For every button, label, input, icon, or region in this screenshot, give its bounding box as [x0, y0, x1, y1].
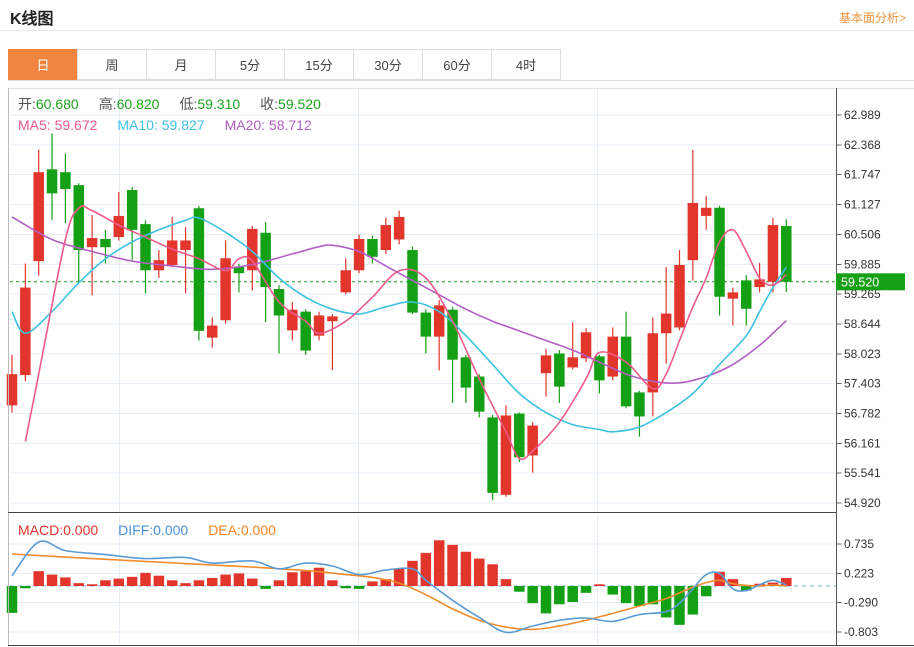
title-divider: [0, 30, 914, 31]
ma5-line: [24, 205, 787, 461]
ohlc-high: 高:60.820: [98, 96, 160, 112]
main-y-axis-labels: 62.989 62.368 61.747 61.127 60.506 59.885 59.2…: [836, 108, 881, 510]
svg-text:58.023: 58.023: [844, 347, 881, 361]
diff-legend-item: DIFF:0.000: [118, 522, 189, 538]
svg-text:59.265: 59.265: [844, 287, 881, 301]
grid-layer: [10, 89, 835, 645]
ma10-line: [11, 216, 787, 433]
ohlc-low: 低:59.310: [179, 96, 241, 112]
svg-text:60.506: 60.506: [844, 227, 881, 241]
svg-text:-0.803: -0.803: [844, 625, 878, 639]
tab-4时[interactable]: 4时: [491, 49, 561, 80]
svg-text:55.541: 55.541: [844, 466, 881, 480]
tab-5分[interactable]: 5分: [215, 49, 285, 80]
fundamental-analysis-link[interactable]: 基本面分析>: [838, 11, 906, 25]
ohlc-open: 开:60.680: [18, 96, 79, 112]
svg-text:54.920: 54.920: [844, 496, 881, 510]
svg-text:-0.290: -0.290: [844, 596, 878, 610]
svg-text:56.782: 56.782: [844, 406, 881, 420]
ohlc-legend: 开:60.680 高:60.820 低:59.310 收:59.520: [18, 94, 341, 114]
period-tab-bar: 日周月 5分 15分 30分 60分 4时: [8, 49, 561, 80]
svg-text:61.127: 61.127: [844, 198, 881, 212]
svg-text:0.735: 0.735: [844, 537, 874, 551]
macd-histogram: [6, 540, 792, 625]
svg-text:59.520: 59.520: [841, 275, 879, 289]
svg-text:59.885: 59.885: [844, 257, 881, 271]
ma10-legend-item: MA10: 59.827: [117, 117, 205, 133]
tab-bar-underline: [8, 80, 914, 81]
svg-text:58.644: 58.644: [844, 317, 881, 331]
candles-layer: [6, 133, 792, 501]
panel-borders: [8, 88, 914, 646]
ma20-legend-item: MA20: 58.712: [224, 117, 312, 133]
tab-60分[interactable]: 60分: [422, 49, 492, 80]
macd-legend: MACD:0.000 DIFF:0.000 DEA:0.000: [18, 522, 296, 538]
tab-周[interactable]: 周: [77, 49, 147, 80]
tab-月[interactable]: 月: [146, 49, 216, 80]
svg-text:62.989: 62.989: [844, 108, 881, 122]
ma-legend: MA5: 59.672 MA10: 59.827 MA20: 58.712: [18, 117, 332, 133]
tab-30分[interactable]: 30分: [353, 49, 423, 80]
macd-y-axis-labels: 0.735 0.223 -0.290 -0.803: [836, 537, 878, 639]
svg-text:57.403: 57.403: [844, 377, 881, 391]
svg-text:56.161: 56.161: [844, 436, 881, 450]
tab-15分[interactable]: 15分: [284, 49, 354, 80]
ma20-line: [11, 216, 787, 384]
svg-text:0.223: 0.223: [844, 566, 874, 580]
page-title: K线图: [10, 11, 54, 28]
macd-legend-item: MACD:0.000: [18, 522, 99, 538]
svg-text:62.368: 62.368: [844, 138, 881, 152]
current-price-badge: 59.520: [836, 273, 905, 291]
ma5-legend-item: MA5: 59.672: [18, 117, 98, 133]
dea-line: [11, 553, 787, 631]
ohlc-close: 收:59.520: [260, 96, 321, 112]
dea-legend-item: DEA:0.000: [208, 522, 276, 538]
diff-line: [11, 540, 787, 634]
svg-text:61.747: 61.747: [844, 168, 881, 182]
tab-日[interactable]: 日: [8, 49, 78, 80]
